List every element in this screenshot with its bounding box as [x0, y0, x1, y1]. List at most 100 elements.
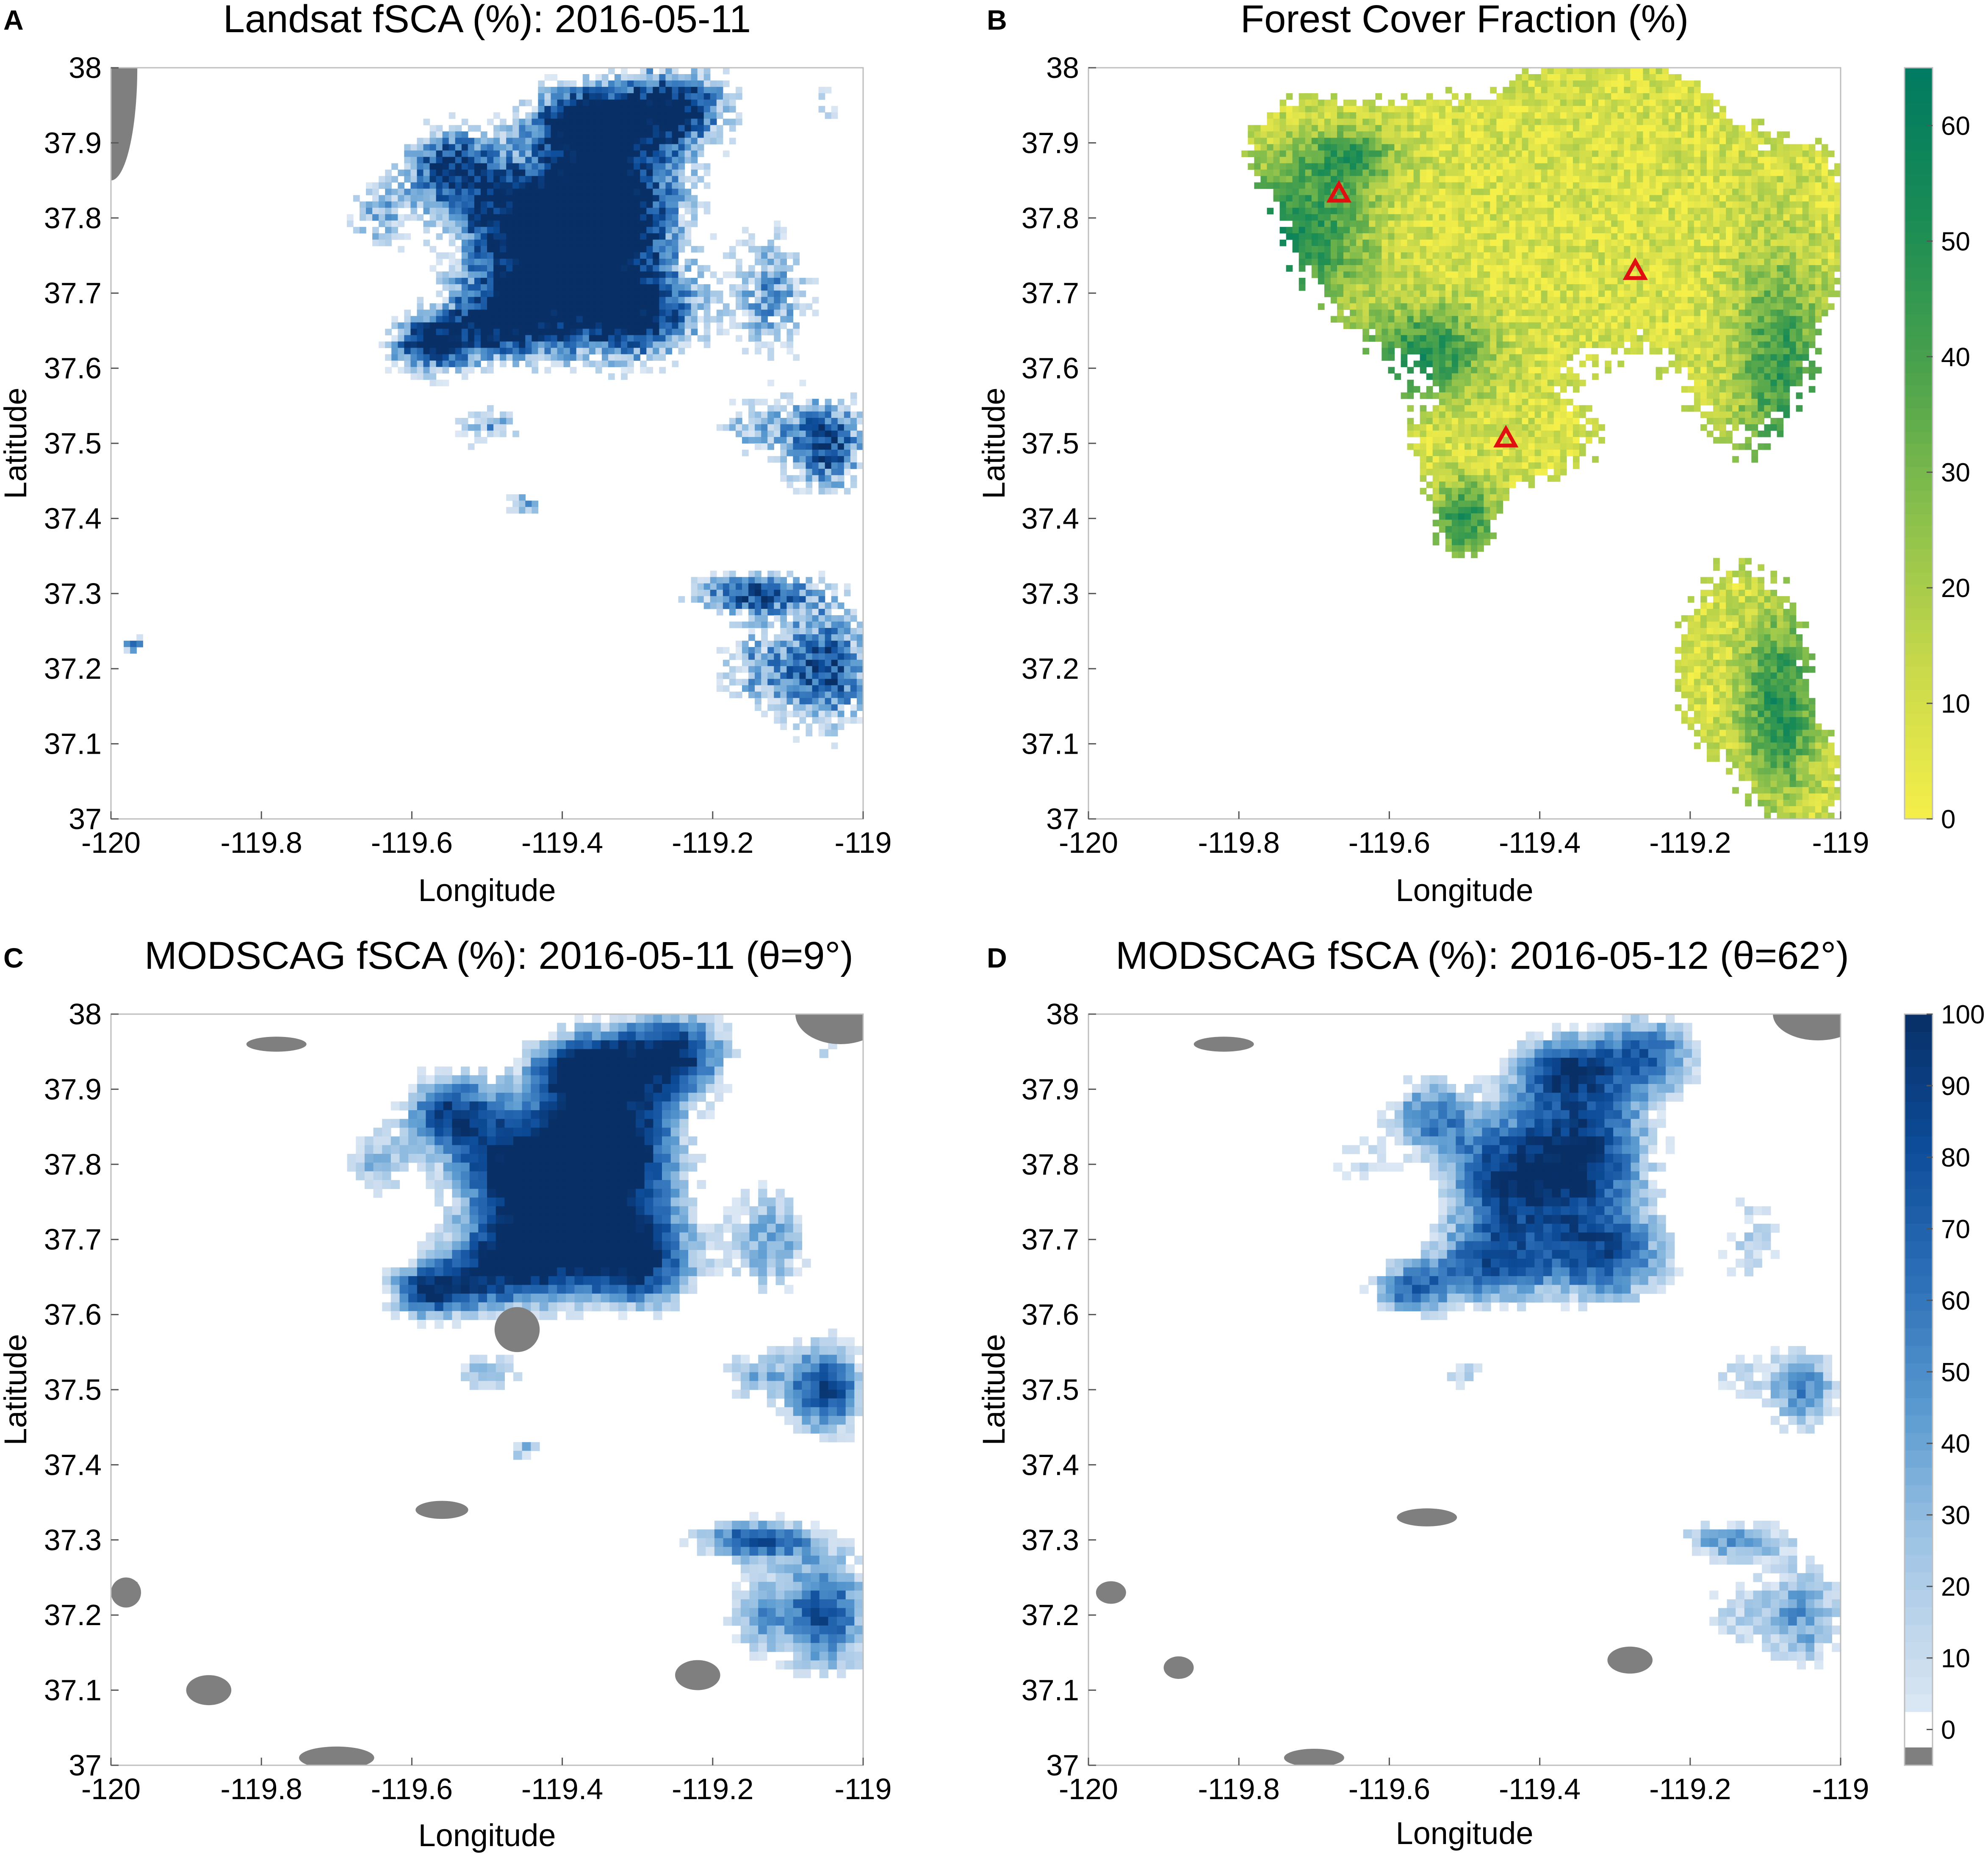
- colorbar-segment: [1905, 1136, 1933, 1154]
- colorbar-segment: [1905, 619, 1933, 632]
- y-tick-label: 38: [1046, 51, 1079, 84]
- y-tick-label: 37.3: [44, 577, 102, 610]
- colorbar-segment: [1905, 138, 1933, 150]
- colorbar-segment: [1905, 361, 1933, 373]
- colorbar-segment: [1905, 608, 1933, 620]
- colorbar-tick-label: 60: [1941, 111, 1970, 141]
- colorbar-segment: [1905, 1642, 1933, 1660]
- x-axis: -120 -119.8 -119.6 -119.4 -119.2 -119: [81, 1758, 892, 1805]
- y-tick-label: 37.1: [1022, 1674, 1079, 1707]
- y-tick-label: 37.7: [44, 1223, 102, 1256]
- y-tick-label: 37.5: [1022, 427, 1079, 460]
- snow-cover-map: [1096, 1014, 1841, 1765]
- x-tick-label: -119.4: [1499, 1772, 1581, 1805]
- colorbar-segment: [1905, 760, 1933, 772]
- panel-title: MODSCAG fSCA (%): 2016-05-11 (θ=9°): [144, 934, 853, 977]
- y-axis: 37 37.1 37.2 37.3 37.4 37.5 37.6 37.7 37.8 37.9 38: [1022, 51, 1096, 835]
- colorbar-segment: [1905, 1572, 1933, 1590]
- y-tick-label: 37.9: [1022, 126, 1079, 159]
- colorbar-segment: [1905, 373, 1933, 385]
- colorbar-tick-label: 0: [1941, 1716, 1955, 1745]
- colorbar-segment: [1905, 1694, 1933, 1712]
- x-tick-label: -119.8: [1198, 1772, 1280, 1805]
- colorbar-segment: [1905, 255, 1933, 268]
- colorbar-segment: [1905, 572, 1933, 585]
- colorbar-segment: [1905, 1293, 1933, 1311]
- x-tick-label: -119.6: [371, 1772, 453, 1805]
- x-tick-label: -119: [835, 826, 892, 859]
- forest-cover-map: [1241, 68, 1841, 819]
- colorbar-segment: [1905, 1153, 1933, 1172]
- y-tick-label: 37.3: [44, 1523, 102, 1557]
- colorbar-segment: [1905, 279, 1933, 291]
- site-marker-triangle: [1326, 180, 1352, 203]
- colorbar-segment: [1905, 455, 1933, 467]
- y-tick-label: 38: [69, 998, 102, 1031]
- y-axis: 37 37.1 37.2 37.3 37.4 37.5 37.6 37.7 37.8 37.9 38: [44, 51, 119, 835]
- x-tick-label: -119.4: [521, 1772, 603, 1805]
- y-tick-label: 37.8: [44, 1148, 102, 1181]
- colorbar-segment: [1905, 267, 1933, 279]
- y-tick-label: 37.7: [1022, 1223, 1079, 1256]
- y-tick-label: 37.3: [1022, 1523, 1079, 1557]
- panel-forest-cover: B Forest Cover Fraction (%) -120 -119.8 -1…: [976, 0, 1970, 908]
- y-tick-label: 37.8: [1022, 202, 1079, 235]
- colorbar-segment: [1905, 596, 1933, 608]
- colorbar-segment: [1905, 1031, 1933, 1050]
- colorbar-segment: [1905, 1119, 1933, 1137]
- x-tick-label: -120: [81, 1772, 141, 1805]
- colorbar-segment: [1905, 1066, 1933, 1084]
- y-tick-label: 37.6: [1022, 352, 1079, 385]
- colorbar-segment: [1905, 525, 1933, 538]
- colorbar-segment: [1905, 243, 1933, 256]
- x-tick-label: -119.2: [672, 826, 753, 859]
- colorbar-segment: [1905, 772, 1933, 784]
- colorbar-segment: [1905, 1084, 1933, 1102]
- colorbar-frame: [1904, 67, 1933, 820]
- y-tick-label: 37.7: [1022, 276, 1079, 310]
- panel-modscag-0512: D MODSCAG fSCA (%): 2016-05-12 (θ=62°) -…: [976, 934, 1985, 1851]
- site-marker-triangle: [1493, 425, 1519, 448]
- y-tick-label: 37.4: [1022, 502, 1079, 535]
- colorbar-segment: [1905, 396, 1933, 409]
- x-tick-label: -119.2: [672, 1772, 753, 1805]
- colorbar-segment: [1905, 561, 1933, 573]
- colorbar-segment: [1905, 443, 1933, 456]
- colorbar-segment: [1905, 537, 1933, 550]
- colorbar-tick-label: 80: [1941, 1143, 1970, 1172]
- colorbar-segment: [1905, 584, 1933, 597]
- y-tick-label: 37: [69, 802, 102, 835]
- y-tick-label: 37.1: [44, 727, 102, 760]
- colorbar-tick-label: 100: [1941, 1000, 1985, 1029]
- colorbar-segment: [1905, 290, 1933, 303]
- panel-modscag-0511: C MODSCAG fSCA (%): 2016-05-11 (θ=9°) -1…: [0, 934, 892, 1853]
- x-tick-label: -119.6: [1348, 826, 1430, 859]
- colorbar-tick-label: 30: [1941, 458, 1970, 487]
- colorbar-tick-label: 90: [1941, 1072, 1970, 1101]
- y-tick-label: 37.6: [1022, 1298, 1079, 1331]
- site-marker-triangle: [1623, 257, 1648, 280]
- colorbar-segment: [1905, 384, 1933, 397]
- colorbar-segment: [1905, 549, 1933, 561]
- colorbar-segment: [1905, 737, 1933, 749]
- colorbar-segment: [1905, 1502, 1933, 1521]
- y-tick-label: 37.9: [44, 126, 102, 159]
- colorbar-segment: [1905, 631, 1933, 643]
- x-axis-label: Longitude: [1395, 873, 1533, 908]
- colorbar-segment: [1905, 514, 1933, 526]
- x-tick-label: -119: [835, 1772, 892, 1805]
- colorbar-segment: [1905, 1432, 1933, 1451]
- colorbar-segment: [1905, 654, 1933, 667]
- y-axis-label: Latitude: [976, 387, 1011, 499]
- y-tick-label: 37.2: [44, 652, 102, 685]
- colorbar-segment: [1905, 1380, 1933, 1398]
- x-axis-label: Longitude: [1395, 1816, 1533, 1851]
- colorbar-segment: [1905, 326, 1933, 338]
- colorbar-tick-label: 70: [1941, 1215, 1970, 1244]
- colorbar-segment: [1905, 408, 1933, 420]
- colorbar-tick-label: 40: [1941, 343, 1970, 372]
- colorbar-segment: [1905, 1590, 1933, 1607]
- colorbar-tick-label: 50: [1941, 1358, 1970, 1387]
- x-tick-label: -119.4: [1499, 826, 1581, 859]
- colorbar-tick-label: 20: [1941, 1573, 1970, 1602]
